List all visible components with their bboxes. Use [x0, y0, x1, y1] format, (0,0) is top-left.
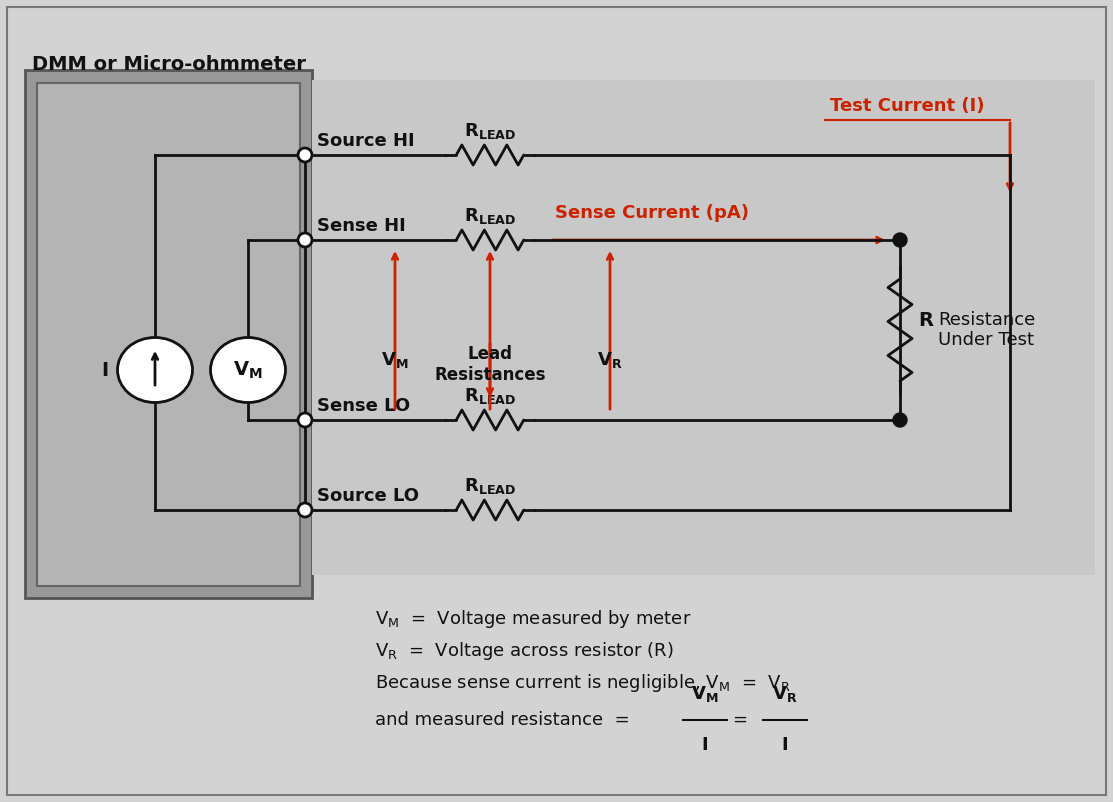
- Text: V$_{\mathregular{R}}$  =  Voltage across resistor (R): V$_{\mathregular{R}}$ = Voltage across r…: [375, 640, 673, 662]
- Text: R: R: [918, 310, 933, 330]
- Ellipse shape: [118, 338, 193, 403]
- Text: Lead
Resistances: Lead Resistances: [434, 345, 545, 384]
- Text: V$_{\mathregular{M}}$: V$_{\mathregular{M}}$: [691, 684, 719, 704]
- Circle shape: [893, 233, 907, 247]
- Text: R$_{\mathregular{LEAD}}$: R$_{\mathregular{LEAD}}$: [464, 386, 516, 406]
- Text: V$_{\mathregular{M}}$: V$_{\mathregular{M}}$: [234, 359, 263, 381]
- Circle shape: [893, 413, 907, 427]
- Text: =: =: [732, 711, 748, 729]
- Text: R$_{\mathregular{LEAD}}$: R$_{\mathregular{LEAD}}$: [464, 206, 516, 226]
- Text: R$_{\mathregular{LEAD}}$: R$_{\mathregular{LEAD}}$: [464, 476, 516, 496]
- Text: Resistance
Under Test: Resistance Under Test: [938, 310, 1035, 350]
- Bar: [312, 80, 1095, 575]
- Circle shape: [298, 413, 312, 427]
- Text: Because sense current is negligible, V$_{\mathregular{M}}$  =  V$_{\mathregular{: Because sense current is negligible, V$_…: [375, 672, 790, 694]
- Text: DMM or Micro-ohmmeter: DMM or Micro-ohmmeter: [32, 55, 306, 74]
- Text: Sense HI: Sense HI: [317, 217, 406, 235]
- Ellipse shape: [210, 338, 286, 403]
- Text: I: I: [781, 736, 788, 754]
- Text: Source HI: Source HI: [317, 132, 415, 150]
- Bar: [24, 70, 312, 598]
- Circle shape: [298, 233, 312, 247]
- Text: Sense Current (pA): Sense Current (pA): [555, 204, 749, 222]
- Circle shape: [298, 503, 312, 517]
- Text: V$_{\mathregular{M}}$: V$_{\mathregular{M}}$: [382, 350, 408, 370]
- Text: Source LO: Source LO: [317, 487, 418, 505]
- Text: R$_{\mathregular{LEAD}}$: R$_{\mathregular{LEAD}}$: [464, 121, 516, 141]
- Text: I: I: [101, 361, 109, 379]
- Text: V$_{\mathregular{M}}$  =  Voltage measured by meter: V$_{\mathregular{M}}$ = Voltage measured…: [375, 608, 691, 630]
- Text: and measured resistance  =: and measured resistance =: [375, 711, 641, 729]
- Text: V$_{\mathregular{R}}$: V$_{\mathregular{R}}$: [772, 684, 798, 704]
- Circle shape: [298, 148, 312, 162]
- Text: V$_{\mathregular{R}}$: V$_{\mathregular{R}}$: [598, 350, 623, 370]
- Bar: [37, 83, 301, 586]
- Text: Test Current (I): Test Current (I): [830, 97, 985, 115]
- Text: Sense LO: Sense LO: [317, 397, 410, 415]
- Text: I: I: [701, 736, 708, 754]
